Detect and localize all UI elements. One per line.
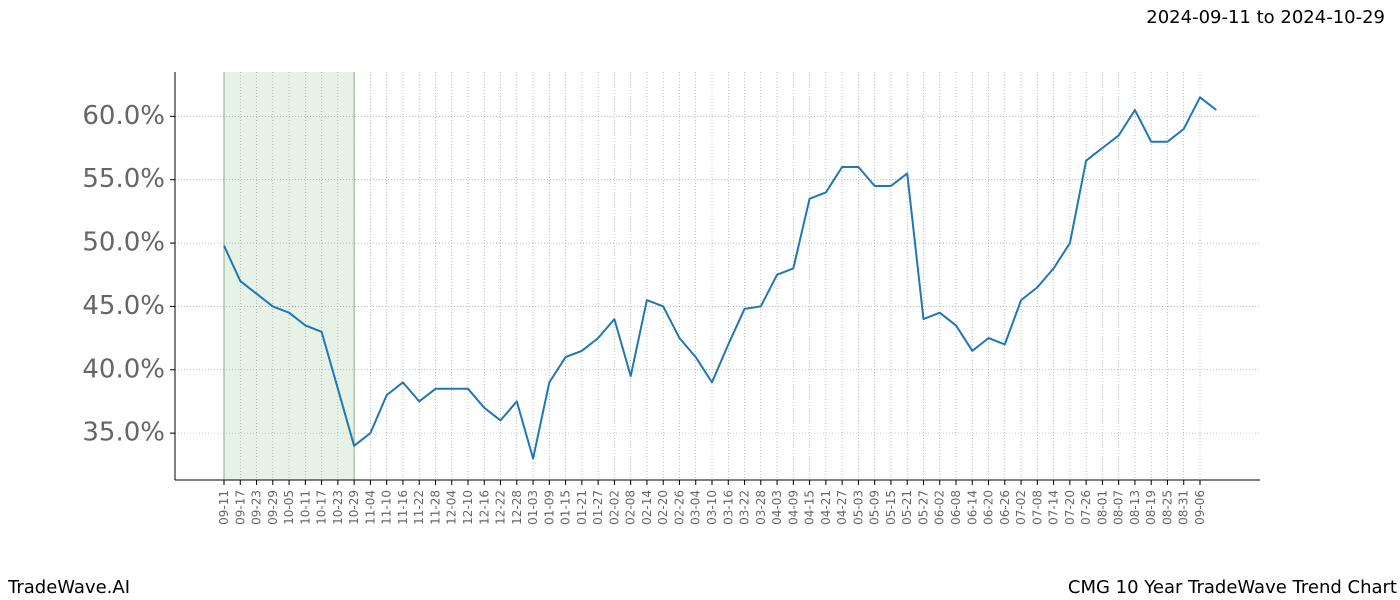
x-tick-label: 02-02 [607,490,621,525]
x-tick-label: 10-17 [315,490,329,525]
x-tick-label: 03-28 [754,490,768,525]
x-tick-label: 11-28 [428,490,442,525]
x-tick-label: 12-28 [510,490,524,525]
x-tick-label: 07-08 [1030,490,1044,525]
date-range: 2024-09-11 to 2024-10-29 [1146,7,1385,28]
x-tick-label: 03-04 [689,490,703,525]
y-tick-label: 45.0% [82,291,165,321]
x-tick-label: 06-14 [965,490,979,525]
x-tick-label: 08-13 [1128,490,1142,525]
x-tick-label: 01-15 [559,490,573,525]
plot-area: 09-11 09-17 09-23 09-29 10-05 10-11 10-17 10-23… [82,72,1260,525]
x-tick-label: 02-08 [624,490,638,525]
x-tick-label: 10-23 [331,490,345,525]
x-tick-label: 07-20 [1063,490,1077,525]
x-tick-label: 04-21 [819,490,833,525]
x-tick-label: 04-27 [835,490,849,525]
chart-title: CMG 10 Year TradeWave Trend Chart [1068,577,1397,598]
x-tick-label: 03-10 [705,490,719,525]
y-tick-label: 60.0% [82,101,165,131]
x-tick-label: 07-02 [1014,490,1028,525]
x-tick-label: 05-03 [851,490,865,525]
x-tick-label: 07-26 [1079,490,1093,525]
x-tick-label: 09-11 [217,490,231,525]
x-tick-label: 05-27 [916,490,930,525]
x-tick-label: 12-16 [477,490,491,525]
x-tick-label: 08-25 [1160,490,1174,525]
x-tick-label: 03-16 [721,490,735,525]
y-tick-label: 55.0% [82,164,165,194]
x-tick-label: 06-08 [949,490,963,525]
x-tick-label: 09-17 [233,490,247,525]
brand: TradeWave.AI [7,577,130,598]
x-tick-label: 05-21 [900,490,914,525]
x-tick-label: 10-29 [347,490,361,525]
x-tick-label: 10-05 [282,490,296,525]
x-tick-label: 11-22 [412,490,426,525]
x-tick-label: 02-26 [672,490,686,525]
y-tick-label: 40.0% [82,354,165,384]
x-tick-label: 07-14 [1047,490,1061,525]
x-tick-label: 01-21 [575,490,589,525]
x-tick-label: 10-11 [298,490,312,525]
x-tick-label: 03-22 [738,490,752,525]
x-tick-label: 11-04 [363,490,377,525]
x-tick-label: 12-04 [445,490,459,525]
x-tick-label: 06-20 [982,490,996,525]
x-tick-label: 09-23 [250,490,264,525]
trend-line [223,96,1217,460]
x-tick-label: 12-22 [494,490,508,525]
x-tick-label: 09-29 [266,490,280,525]
x-tick-label: 08-31 [1177,490,1191,525]
x-tick-label: 11-16 [396,490,410,525]
x-tick-label: 06-02 [933,490,947,525]
x-tick-label: 08-19 [1144,490,1158,525]
x-tick-label: 01-27 [591,490,605,525]
x-tick-label: 11-10 [380,490,394,525]
x-tick-label: 01-03 [526,490,540,525]
x-tick-label: 04-09 [786,490,800,525]
x-tick-label: 12-10 [461,490,475,525]
x-tick-label: 05-15 [884,490,898,525]
x-tick-label: 08-07 [1112,490,1126,525]
x-tick-label: 02-20 [656,490,670,525]
x-tick-label: 04-03 [770,490,784,525]
x-tick-label: 04-15 [803,490,817,525]
x-tick-label: 05-09 [868,490,882,525]
x-tick-label: 02-14 [640,490,654,525]
y-tick-label: 35.0% [82,418,165,448]
x-tick-label: 01-09 [542,490,556,525]
x-tick-label: 06-26 [998,490,1012,525]
x-tick-label: 09-06 [1193,490,1207,525]
y-tick-label: 50.0% [82,228,165,258]
x-tick-label: 08-01 [1095,490,1109,525]
